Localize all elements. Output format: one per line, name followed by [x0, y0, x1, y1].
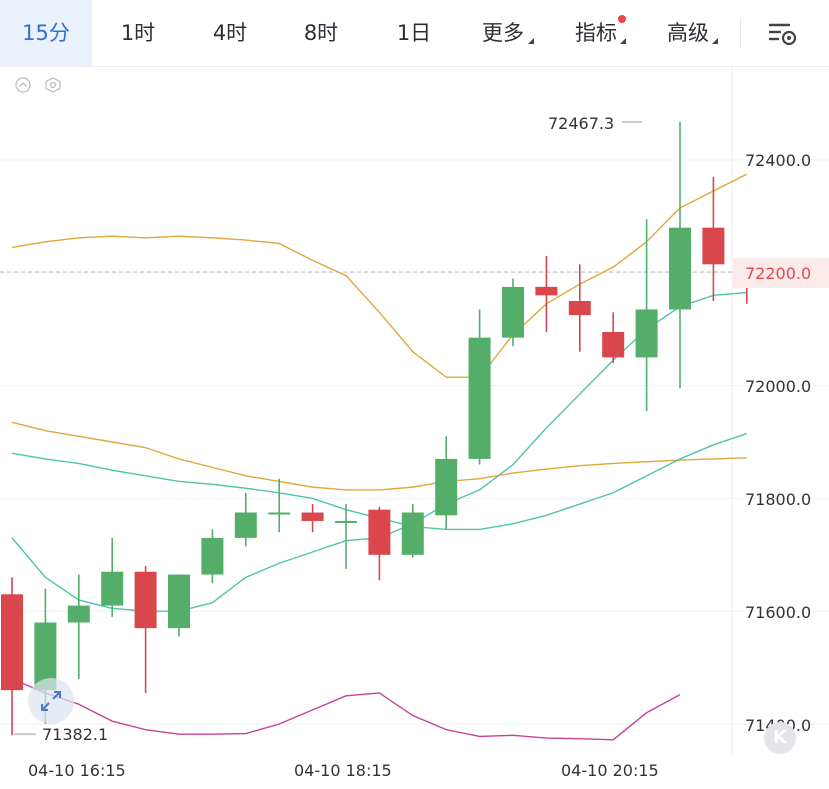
candle-body — [101, 571, 124, 606]
current-price-marker — [733, 258, 829, 288]
candle-body — [201, 537, 224, 575]
tab-15min[interactable]: 15分 — [0, 0, 92, 66]
candle-body — [468, 337, 491, 459]
candle-body — [568, 301, 591, 316]
expand-arrows-icon — [41, 691, 61, 711]
candle-body — [502, 286, 524, 338]
candle-body — [368, 509, 391, 555]
candle-body — [1, 594, 23, 691]
candle-body — [67, 605, 90, 623]
collapse-indicators-button[interactable] — [15, 77, 31, 93]
candle-body — [435, 458, 458, 516]
chart-settings-button[interactable] — [766, 20, 800, 48]
tab-label: 15分 — [22, 21, 70, 45]
zoom-expand-button[interactable] — [28, 678, 74, 724]
ma-line — [11, 173, 748, 378]
tab-label: 高级 — [667, 21, 709, 45]
price-axis-label: 71800.0 — [745, 490, 812, 509]
ma-line — [11, 678, 681, 741]
tab-label: 4时 — [212, 21, 248, 45]
candle-body — [602, 332, 625, 358]
tab-label: 指标 — [575, 21, 617, 45]
price-axis-label: 71600.0 — [745, 603, 812, 622]
tab-advanced-dropdown[interactable]: 高级 — [655, 0, 721, 66]
tab-label: 8时 — [303, 21, 339, 45]
candle-body — [34, 622, 57, 691]
candle-body — [702, 227, 725, 265]
price-axis-label: 72000.0 — [745, 377, 812, 396]
time-axis-label: 04-10 18:15 — [294, 761, 392, 780]
chevron-up-circle-icon — [15, 77, 31, 93]
candle-body — [134, 571, 157, 629]
indicator-settings-button[interactable] — [44, 77, 61, 93]
tab-1h[interactable]: 1时 — [100, 0, 176, 66]
dropdown-triangle-icon — [712, 38, 718, 44]
settings-list-icon — [769, 23, 797, 46]
candle-body — [635, 309, 658, 358]
notification-dot-icon — [618, 15, 626, 23]
low-price-label: 71382.1 — [42, 725, 109, 744]
divider — [740, 18, 741, 48]
candle-body — [268, 512, 291, 515]
current-price-label: 72200.0 — [745, 264, 812, 283]
candle-body — [669, 227, 691, 310]
tab-label: 1日 — [396, 21, 432, 45]
candle-body — [168, 574, 190, 629]
time-axis-label: 04-10 20:15 — [561, 761, 659, 780]
tab-label: 更多 — [482, 21, 524, 45]
candle-body — [335, 520, 357, 523]
tab-more-dropdown[interactable]: 更多 — [470, 0, 536, 66]
candle-body — [535, 286, 558, 296]
tab-8h[interactable]: 8时 — [283, 0, 359, 66]
tab-4h[interactable]: 4时 — [192, 0, 268, 66]
price-axis-label: 72400.0 — [745, 151, 812, 170]
ma-line — [11, 421, 747, 491]
k-icon[interactable]: K — [764, 722, 796, 754]
timeframe-tab-bar: 15分 1时 4时 8时 1日 更多 指标 高级 — [0, 0, 829, 67]
tab-indicators-dropdown[interactable]: 指标 — [563, 0, 629, 66]
tab-label: 1时 — [120, 21, 156, 45]
tab-1d[interactable]: 1日 — [376, 0, 452, 66]
candle-body — [401, 512, 424, 555]
high-price-label: 72467.3 — [548, 114, 615, 133]
candle-body — [301, 512, 324, 521]
dropdown-triangle-icon — [528, 38, 534, 44]
dropdown-triangle-icon — [620, 38, 626, 44]
candle-body — [234, 512, 257, 538]
hexagon-gear-icon — [45, 77, 61, 93]
time-axis-label: 04-10 16:15 — [28, 761, 126, 780]
